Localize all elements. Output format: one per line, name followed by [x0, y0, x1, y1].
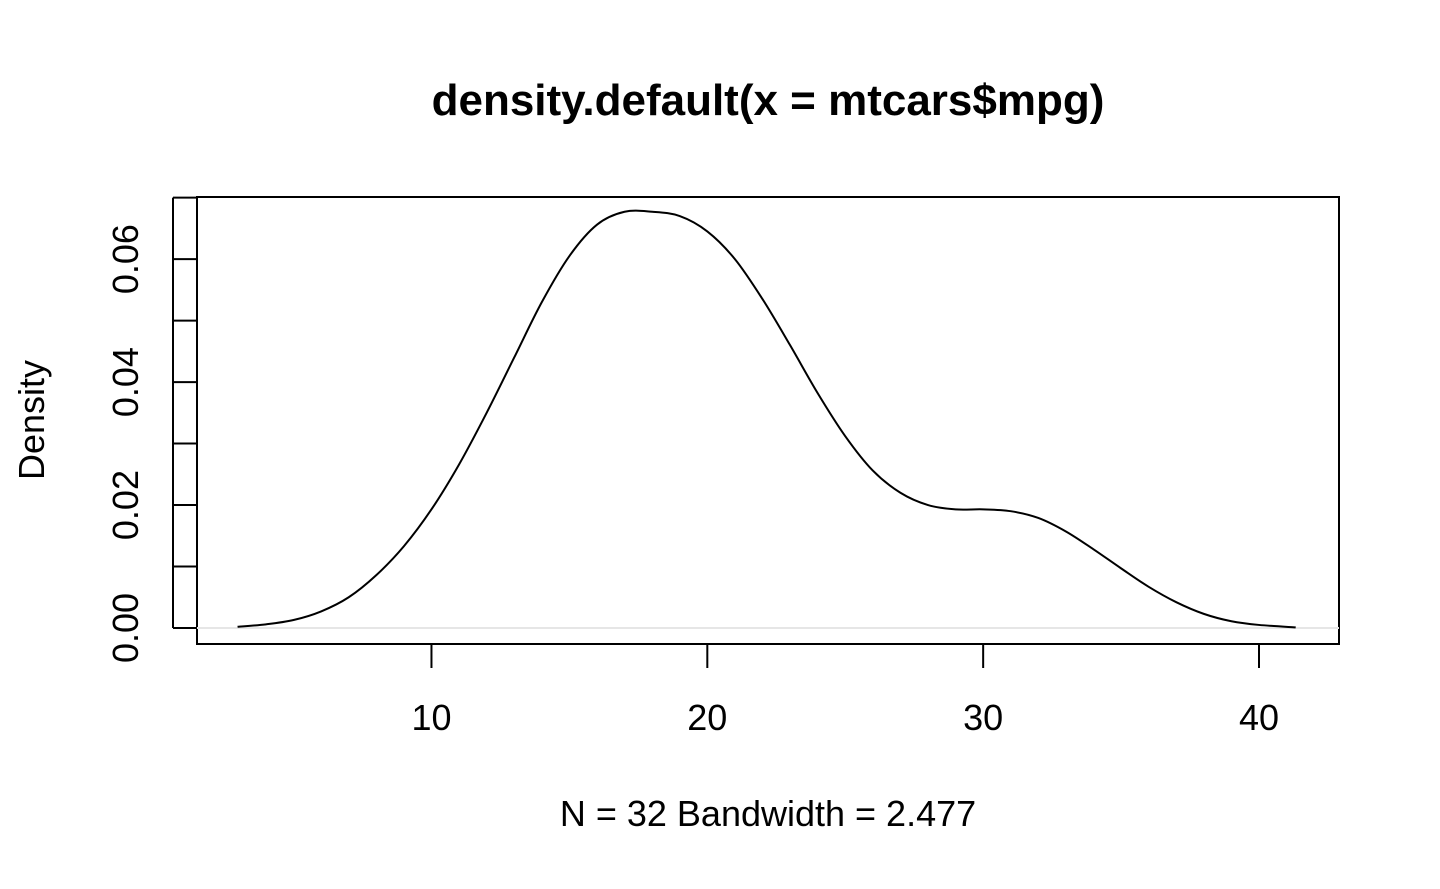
x-tick-label: 30: [963, 697, 1003, 738]
x-axis-label: N = 32 Bandwidth = 2.477: [560, 793, 976, 834]
x-tick-label: 40: [1239, 697, 1279, 738]
y-tick-label: 0.06: [105, 224, 146, 294]
x-tick-label: 20: [687, 697, 727, 738]
y-axis-label: Density: [11, 360, 52, 480]
x-tick-label: 10: [411, 697, 451, 738]
x-axis: 10 20 30 40: [411, 643, 1279, 738]
y-axis: 0.00 0.02 0.04 0.06: [105, 196, 197, 663]
y-tick-label: 0.04: [105, 347, 146, 417]
y-tick-label: 0.02: [105, 470, 146, 540]
chart-title: density.default(x = mtcars$mpg): [432, 76, 1105, 125]
y-tick-label: 0.00: [105, 593, 146, 663]
density-curve: [237, 209, 1296, 629]
